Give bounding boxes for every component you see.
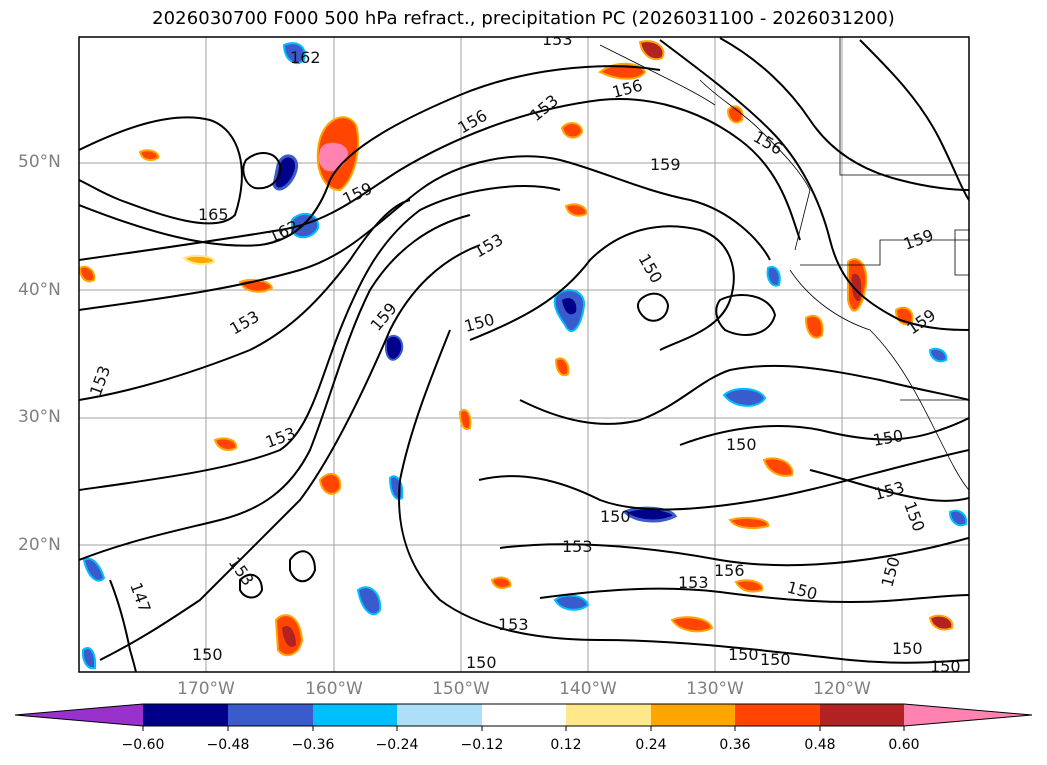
contour-label: 150 [728,645,759,664]
lon-label-160w: 160°W [305,679,363,699]
colorbar-bin [820,704,904,726]
colorbar-tick-label: −0.48 [206,737,250,753]
contour-label: 150 [192,645,223,664]
colorbar-tick-label: 0.12 [550,737,582,753]
colorbar-extend-low [15,704,143,726]
contour-label: 165 [198,205,229,224]
chart-title: 2026030700 F000 500 hPa refract., precip… [152,8,895,29]
contour-label: 156 [714,561,745,580]
contour-label: 153 [542,30,573,49]
precipitation-shading [79,40,968,670]
contour-label: 153 [562,537,593,556]
lon-label-170w: 170°W [177,679,235,699]
colorbar [14,703,1033,731]
lon-label-140w: 140°W [559,679,617,699]
colorbar-tick-label: 0.24 [635,737,667,753]
colorbar-bin [397,704,482,726]
map-frame-bg [79,37,969,672]
lat-label-30n: 30°N [18,407,61,427]
colorbar-bin [228,704,313,726]
contour-label: 162 [290,48,321,67]
contour-label: 150 [930,657,961,676]
colorbar-bin [651,704,735,726]
contour-label: 153 [678,573,709,592]
colorbar-tick-label: 0.36 [719,737,751,753]
lon-label-130w: 130°W [686,679,744,699]
contour-label: 150 [760,650,791,669]
colorbar-tick-label: 0.48 [804,737,836,753]
colorbar-tick-label: −0.36 [291,737,335,753]
contour-label: 150 [892,639,923,658]
lon-label-150w: 150°W [432,679,490,699]
lon-label-120w: 120°W [813,679,871,699]
colorbar-tick-label: −0.24 [375,737,419,753]
coastlines [599,37,969,491]
colorbar-bin [735,704,820,726]
refractivity-contours [79,37,969,672]
lat-label-20n: 20°N [18,535,61,555]
map-frame [78,36,970,673]
contour-label: 150 [466,653,497,672]
colorbar-tick-label: −0.12 [460,737,504,753]
colorbar-extend-high [904,704,1032,726]
colorbar-bin [566,704,651,726]
lat-label-50n: 50°N [18,152,61,172]
colorbar-tick-label: −0.60 [121,737,165,753]
lat-label-40n: 40°N [18,280,61,300]
colorbar-bin [482,704,566,726]
colorbar-bin [143,704,228,726]
contour-label: 150 [726,435,757,454]
colorbar-tick-label: 0.60 [888,737,920,753]
colorbar-bin [313,704,397,726]
contour-label: 150 [600,507,631,526]
contour-label: 153 [498,615,529,634]
contour-label: 159 [650,155,681,174]
